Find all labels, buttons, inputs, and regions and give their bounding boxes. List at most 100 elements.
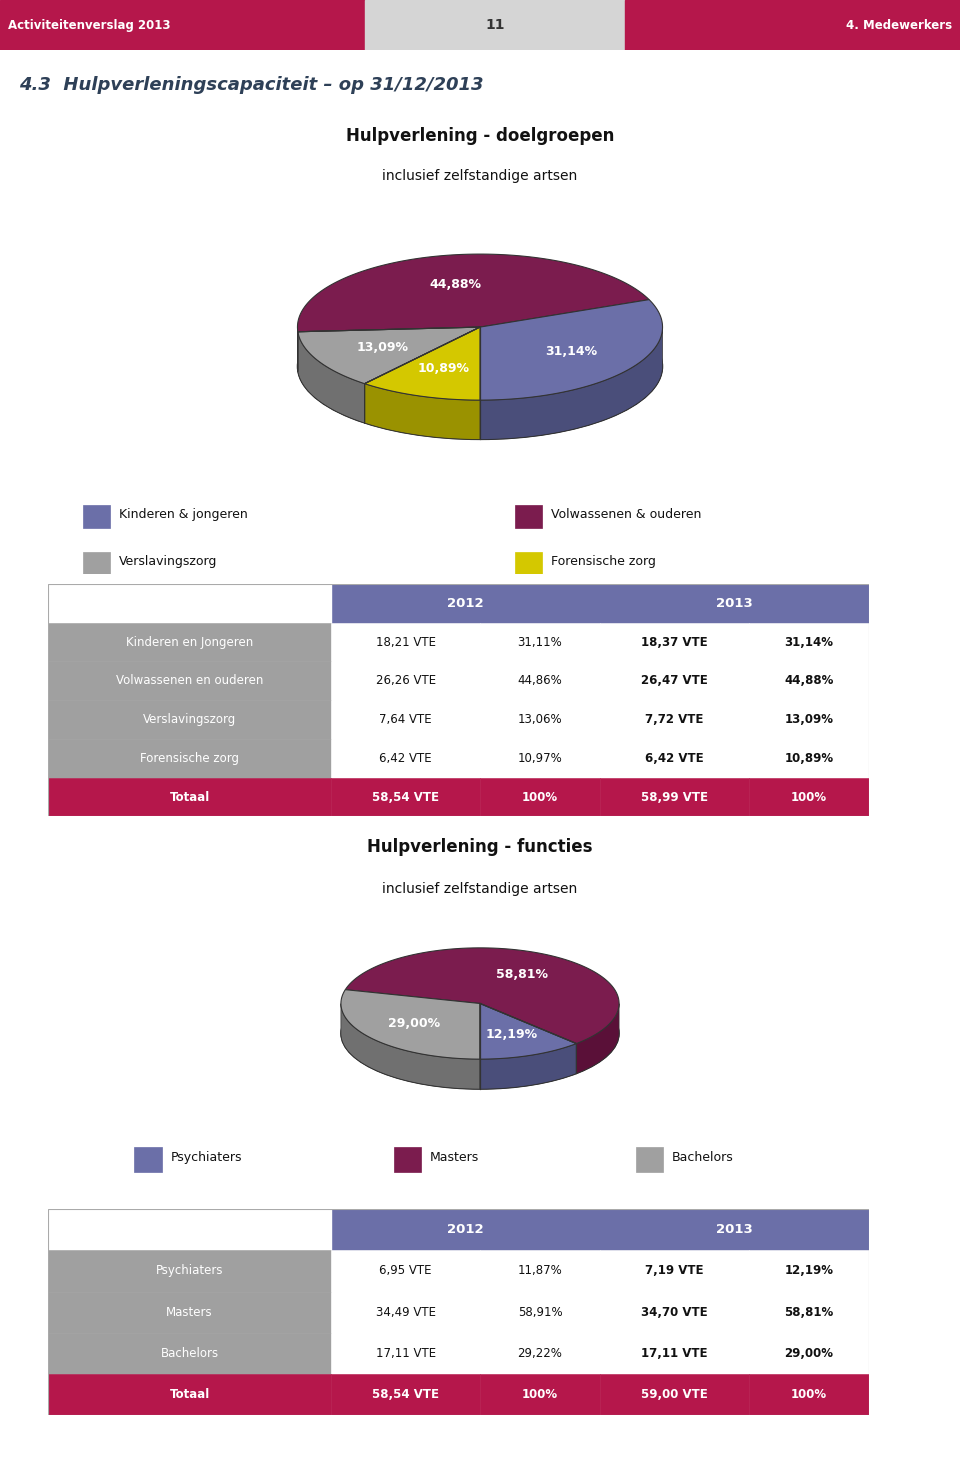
Text: Hulpverlening - functies: Hulpverlening - functies — [368, 838, 592, 856]
Bar — [600, 622, 749, 662]
Bar — [600, 1374, 749, 1415]
Text: Kinderen & jongeren: Kinderen & jongeren — [119, 509, 248, 521]
Bar — [600, 778, 749, 816]
Polygon shape — [365, 384, 480, 440]
Text: 44,86%: 44,86% — [517, 674, 563, 687]
Text: Verslavingszorg: Verslavingszorg — [119, 555, 217, 568]
Bar — [331, 778, 480, 816]
Bar — [625, 0, 960, 50]
Text: 29,00%: 29,00% — [784, 1347, 833, 1359]
Polygon shape — [298, 254, 649, 332]
Text: Totaal: Totaal — [170, 790, 209, 803]
Bar — [480, 738, 600, 778]
Text: 2012: 2012 — [447, 597, 484, 610]
Bar — [480, 1374, 600, 1415]
Text: 4.3  Hulpverleningscapaciteit – op 31/12/2013: 4.3 Hulpverleningscapaciteit – op 31/12/… — [19, 76, 484, 94]
Text: 2013: 2013 — [716, 1224, 753, 1236]
Text: 58,54 VTE: 58,54 VTE — [372, 1389, 439, 1400]
Text: 29,00%: 29,00% — [388, 1018, 440, 1031]
Bar — [600, 1292, 749, 1333]
Text: 31,11%: 31,11% — [517, 635, 563, 649]
Text: Verslavingszorg: Verslavingszorg — [143, 713, 236, 727]
Text: 58,81%: 58,81% — [496, 968, 548, 981]
Bar — [365, 0, 625, 50]
Text: Volwassenen en ouderen: Volwassenen en ouderen — [116, 674, 263, 687]
Text: 100%: 100% — [522, 1389, 558, 1400]
Bar — [331, 662, 480, 700]
Text: 13,09%: 13,09% — [356, 341, 409, 353]
Polygon shape — [341, 990, 480, 1059]
Text: 44,88%: 44,88% — [429, 278, 482, 291]
Text: 58,54 VTE: 58,54 VTE — [372, 790, 439, 803]
Text: Masters: Masters — [166, 1306, 213, 1318]
Text: Masters: Masters — [430, 1152, 479, 1165]
Text: 7,72 VTE: 7,72 VTE — [645, 713, 704, 727]
Text: 100%: 100% — [522, 790, 558, 803]
Bar — [48, 700, 331, 738]
Bar — [480, 778, 600, 816]
Bar — [48, 1250, 331, 1292]
Text: Volwassenen & ouderen: Volwassenen & ouderen — [551, 509, 701, 521]
Text: 31,14%: 31,14% — [784, 635, 833, 649]
Ellipse shape — [341, 978, 619, 1089]
Text: 100%: 100% — [791, 1389, 827, 1400]
Text: 59,00 VTE: 59,00 VTE — [641, 1389, 708, 1400]
Bar — [515, 505, 542, 528]
Text: 26,47 VTE: 26,47 VTE — [641, 674, 708, 687]
Bar — [749, 778, 869, 816]
Bar — [480, 662, 600, 700]
Text: Activiteitenverslag 2013: Activiteitenverslag 2013 — [8, 19, 171, 31]
Bar — [749, 662, 869, 700]
Bar — [331, 584, 600, 622]
Text: 13,06%: 13,06% — [517, 713, 563, 727]
Text: 26,26 VTE: 26,26 VTE — [375, 674, 436, 687]
Bar — [749, 700, 869, 738]
Bar — [331, 1292, 480, 1333]
Bar — [749, 1374, 869, 1415]
Text: Totaal: Totaal — [170, 1389, 209, 1400]
Bar — [515, 552, 542, 575]
Bar — [600, 662, 749, 700]
Bar — [83, 552, 110, 575]
Polygon shape — [341, 1003, 480, 1089]
Polygon shape — [576, 1003, 619, 1074]
Text: 2013: 2013 — [716, 597, 753, 610]
Bar — [48, 584, 331, 622]
Text: 58,81%: 58,81% — [784, 1306, 833, 1318]
Bar — [134, 1147, 162, 1172]
Bar — [749, 738, 869, 778]
Text: 34,49 VTE: 34,49 VTE — [375, 1306, 436, 1318]
Text: 17,11 VTE: 17,11 VTE — [641, 1347, 708, 1359]
Bar — [480, 1333, 600, 1374]
Bar — [600, 1250, 749, 1292]
Text: 4. Medewerkers: 4. Medewerkers — [846, 19, 952, 31]
Bar — [0, 0, 365, 50]
Bar — [749, 1333, 869, 1374]
Polygon shape — [480, 327, 662, 440]
Text: 13,09%: 13,09% — [784, 713, 833, 727]
Text: Bachelors: Bachelors — [672, 1152, 733, 1165]
Text: Psychiaters: Psychiaters — [156, 1265, 224, 1277]
Polygon shape — [480, 1003, 576, 1059]
Bar — [331, 738, 480, 778]
Bar — [48, 662, 331, 700]
Bar — [48, 1209, 331, 1250]
Bar — [331, 1333, 480, 1374]
Bar — [331, 1209, 600, 1250]
Bar — [83, 505, 110, 528]
Bar — [48, 738, 331, 778]
Text: 18,37 VTE: 18,37 VTE — [641, 635, 708, 649]
Bar — [394, 1147, 421, 1172]
Bar — [480, 1292, 600, 1333]
Text: Kinderen en Jongeren: Kinderen en Jongeren — [126, 635, 253, 649]
Bar — [600, 738, 749, 778]
Bar — [749, 1292, 869, 1333]
Bar — [331, 1374, 480, 1415]
Text: Hulpverlening - doelgroepen: Hulpverlening - doelgroepen — [346, 127, 614, 144]
Bar — [749, 1250, 869, 1292]
Polygon shape — [365, 327, 480, 400]
Bar — [331, 700, 480, 738]
Bar — [749, 622, 869, 662]
Text: 6,42 VTE: 6,42 VTE — [379, 752, 432, 765]
Ellipse shape — [298, 293, 662, 440]
